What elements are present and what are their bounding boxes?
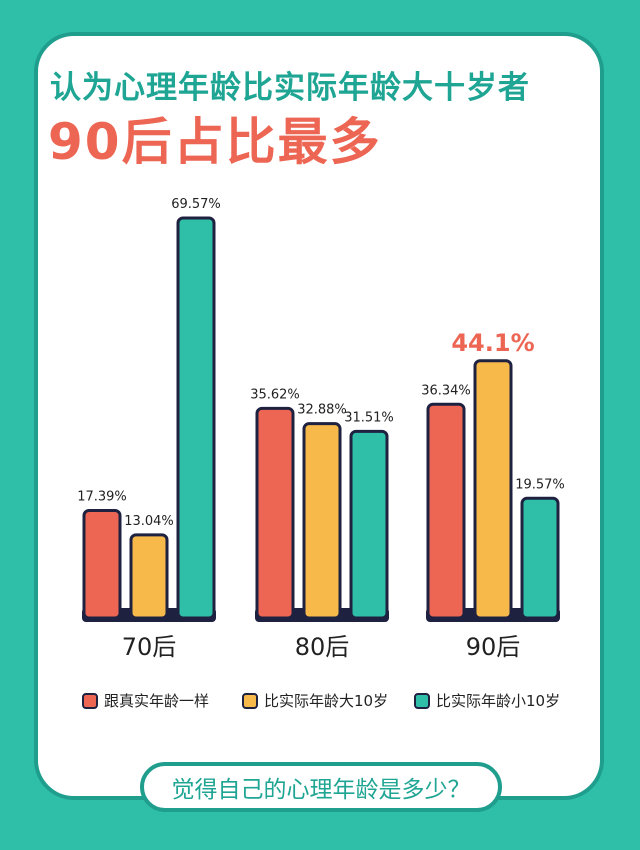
data-label-2-1: 31.51% [344, 410, 394, 425]
legend-item-older: 比实际年龄大10岁 [242, 690, 388, 711]
question-bubble: 觉得自己的心理年龄是多少？ [140, 762, 502, 812]
legend-item-younger: 比实际年龄小10岁 [414, 690, 560, 711]
chart-legend: 跟真实年龄一样 比实际年龄大10岁 比实际年龄小10岁 [0, 690, 640, 714]
data-label-1-1: 32.88% [297, 403, 347, 418]
bar-1-2 [473, 359, 513, 620]
bar-1-0 [129, 533, 169, 620]
data-label-0-2: 36.34% [421, 383, 471, 398]
data-label-2-0: 69.57% [171, 197, 221, 212]
legend-swatch-older [242, 692, 258, 709]
bar-1-1 [302, 422, 342, 620]
chart-subtitle: 90后占比最多 [48, 113, 382, 171]
legend-label-older: 比实际年龄大10岁 [264, 692, 389, 710]
bar-2-0 [176, 216, 216, 620]
legend-label-younger: 比实际年龄小10岁 [436, 692, 561, 710]
category-label-2: 90后 [466, 633, 521, 661]
bar-2-1 [349, 429, 389, 620]
category-label-0: 70后 [122, 633, 177, 661]
bar-0-0 [82, 509, 122, 620]
category-label-1: 80后 [295, 633, 350, 661]
legend-swatch-same [82, 692, 98, 709]
data-label-0-1: 35.62% [250, 387, 300, 402]
legend-label-same: 跟真实年龄一样 [104, 692, 210, 710]
data-label-1-2: 44.1% [451, 329, 534, 357]
bar-0-2 [426, 402, 466, 620]
data-label-1-0: 13.04% [124, 514, 174, 529]
data-label-2-2: 19.57% [515, 477, 565, 492]
legend-swatch-younger [414, 692, 430, 709]
question-text: 觉得自己的心理年龄是多少？ [171, 777, 471, 803]
data-label-0-0: 17.39% [77, 490, 127, 505]
bar-2-2 [520, 496, 560, 620]
bar-0-1 [255, 406, 295, 620]
legend-item-same: 跟真实年龄一样 [82, 690, 209, 711]
chart-title: 认为心理年龄比实际年龄大十岁者 [50, 70, 530, 106]
